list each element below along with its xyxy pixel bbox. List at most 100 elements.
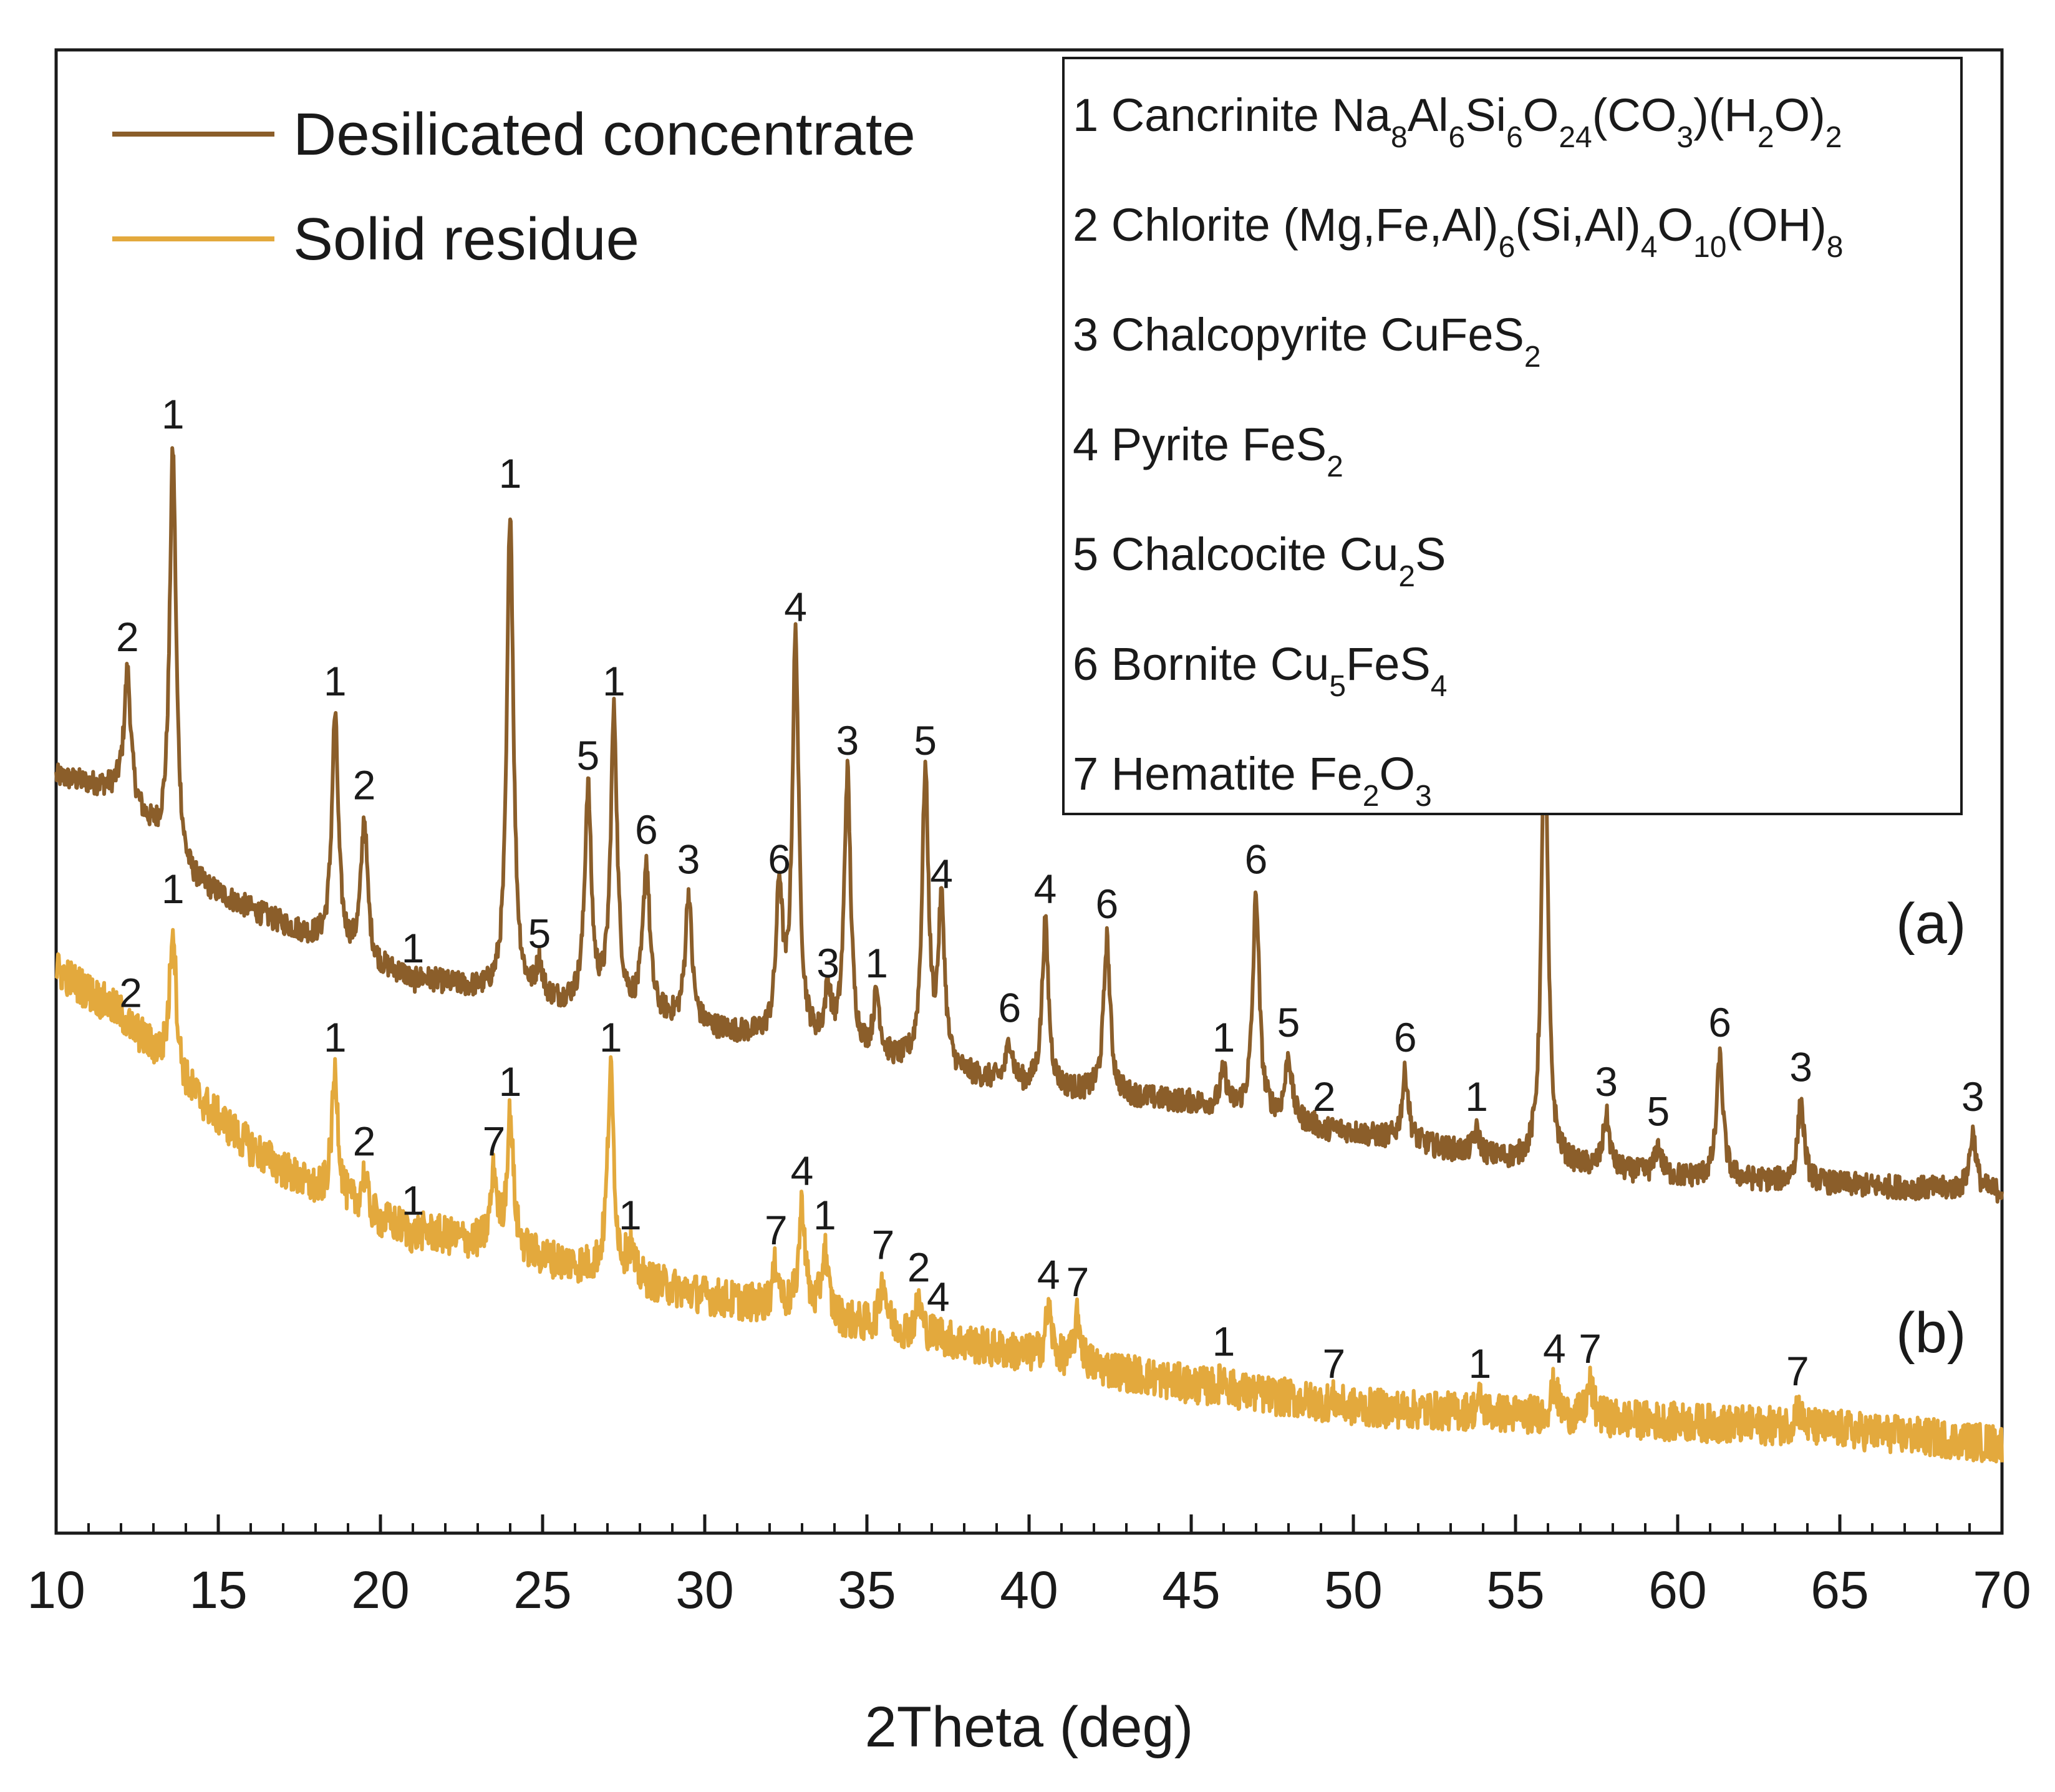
peak-label: 4 <box>784 584 807 630</box>
peak-label: 5 <box>576 732 599 778</box>
formula-subscript: 6 <box>1506 121 1523 154</box>
phase-legend-frame <box>1062 57 1963 815</box>
phase-name: 3 Chalcopyrite <box>1073 309 1381 361</box>
x-tick-label: 40 <box>1000 1561 1058 1619</box>
peak-label: 1 <box>402 1177 425 1223</box>
formula-part: O <box>1523 89 1559 141</box>
formula-part: Si <box>1465 89 1506 141</box>
formula-subscript: 3 <box>1415 780 1432 813</box>
peak-label: 1 <box>499 1058 522 1105</box>
peak-label: 3 <box>677 836 700 883</box>
series-line-solid-residue <box>54 927 2004 1464</box>
peak-label: 2 <box>907 1244 931 1290</box>
formula-part: Na <box>1332 89 1391 141</box>
peak-label: 2 <box>1313 1073 1336 1120</box>
peak-label: 7 <box>1322 1340 1345 1387</box>
formula-part: Cu <box>1270 638 1330 690</box>
formula-part: (OH) <box>1726 199 1826 251</box>
peak-label: 3 <box>1595 1058 1618 1105</box>
phase-legend-box: 1 Cancrinite Na8Al6Si6O24(CO3)(H2O)22 Ch… <box>1062 57 1963 815</box>
phase-legend-item: 6 Bornite Cu5FeS4 <box>1073 638 1447 703</box>
peak-label: 7 <box>1066 1259 1090 1305</box>
x-tick-label: 30 <box>675 1561 733 1619</box>
phase-name: 2 Chlorite <box>1073 199 1283 251</box>
formula-subscript: 2 <box>1825 121 1842 154</box>
x-tick-label: 45 <box>1162 1561 1220 1619</box>
peak-label: 5 <box>1646 1088 1670 1135</box>
x-tick-label: 55 <box>1486 1561 1544 1619</box>
peak-label: 1 <box>162 391 185 437</box>
phase-items: 1 Cancrinite Na8Al6Si6O24(CO3)(H2O)22 Ch… <box>1073 89 1843 813</box>
peak-label: 1 <box>865 940 888 986</box>
peak-label: 5 <box>914 717 937 763</box>
formula-subscript: 5 <box>1329 670 1346 703</box>
formula-part: (Mg,Fe,Al) <box>1283 199 1498 251</box>
peak-label: 4 <box>1543 1325 1566 1372</box>
peak-label: 6 <box>1245 836 1268 883</box>
formula-part: Fe <box>1308 748 1362 800</box>
formula-subscript: 8 <box>1391 121 1408 154</box>
legend-label-desilicated: Desilicated concentrate <box>293 101 916 168</box>
peak-label: 4 <box>927 1274 950 1320</box>
peak-label: 5 <box>1277 999 1300 1045</box>
formula-subscript: 2 <box>1758 121 1774 154</box>
peak-label: 1 <box>1212 1014 1235 1060</box>
formula-subscript: 3 <box>1676 121 1693 154</box>
peak-label: 6 <box>1394 1014 1417 1060</box>
peak-label: 1 <box>162 866 185 912</box>
peak-label: 7 <box>483 1118 506 1164</box>
phase-legend-item: 5 Chalcocite Cu2S <box>1073 528 1446 593</box>
x-tick-label: 25 <box>513 1561 571 1619</box>
series-line-desilicated-concentrate <box>54 446 2004 1204</box>
peak-label: 3 <box>816 940 839 986</box>
formula-part: (CO <box>1592 89 1677 141</box>
peak-label: 1 <box>324 1014 347 1060</box>
peak-label: 1 <box>619 1192 642 1238</box>
phase-legend-item: 3 Chalcopyrite CuFeS2 <box>1073 309 1541 374</box>
formula-subscript: 4 <box>1641 231 1658 264</box>
peak-label: 2 <box>119 970 142 1016</box>
x-tick-label: 15 <box>189 1561 247 1619</box>
formula-subscript: 8 <box>1827 231 1844 264</box>
formula-part: O <box>1379 748 1415 800</box>
peak-label: 1 <box>324 658 347 704</box>
peak-label: 2 <box>353 762 376 808</box>
peak-label: 3 <box>1961 1073 1985 1120</box>
formula-subscript: 24 <box>1559 121 1592 154</box>
x-tick-label: 65 <box>1811 1561 1869 1619</box>
formula-part: Cu <box>1340 528 1399 580</box>
phase-legend-item: 7 Hematite Fe2O3 <box>1073 748 1432 813</box>
formula-subscript: 2 <box>1524 341 1541 374</box>
formula-part: (Si,Al) <box>1515 199 1640 251</box>
phase-legend-item: 1 Cancrinite Na8Al6Si6O24(CO3)(H2O)2 <box>1073 89 1842 154</box>
phase-name: 1 Cancrinite <box>1073 89 1332 141</box>
formula-subscript: 6 <box>1499 231 1516 264</box>
peak-label: 6 <box>1095 881 1118 927</box>
peak-label: 7 <box>1786 1348 1809 1394</box>
formula-part: O) <box>1774 89 1825 141</box>
peak-label: 2 <box>353 1118 376 1164</box>
formula-part: CuFeS <box>1381 309 1524 361</box>
x-tick-label: 20 <box>351 1561 409 1619</box>
x-tick-label: 35 <box>838 1561 896 1619</box>
peak-label: 7 <box>1579 1325 1602 1372</box>
traces <box>54 446 2004 1464</box>
formula-subscript: 6 <box>1449 121 1466 154</box>
peak-label: 2 <box>116 614 139 660</box>
formula-part: FeS <box>1346 638 1431 690</box>
formula-part: FeS <box>1242 419 1327 470</box>
formula-part: S <box>1415 528 1446 580</box>
peak-label: 1 <box>813 1192 836 1238</box>
series-tag-b: (b) <box>1896 1301 1966 1365</box>
x-tick-label: 10 <box>27 1561 85 1619</box>
peak-label: 1 <box>1212 1318 1235 1364</box>
peak-label: 4 <box>1037 1251 1060 1297</box>
phase-name: 4 Pyrite <box>1073 419 1242 470</box>
peak-label: 4 <box>1034 866 1057 912</box>
phase-name: 5 Chalcocite <box>1073 528 1340 580</box>
phase-legend-item: 4 Pyrite FeS2 <box>1073 419 1343 483</box>
peak-label: 4 <box>930 851 953 897</box>
peak-label: 1 <box>1468 1340 1491 1387</box>
peak-label: 6 <box>998 984 1021 1030</box>
